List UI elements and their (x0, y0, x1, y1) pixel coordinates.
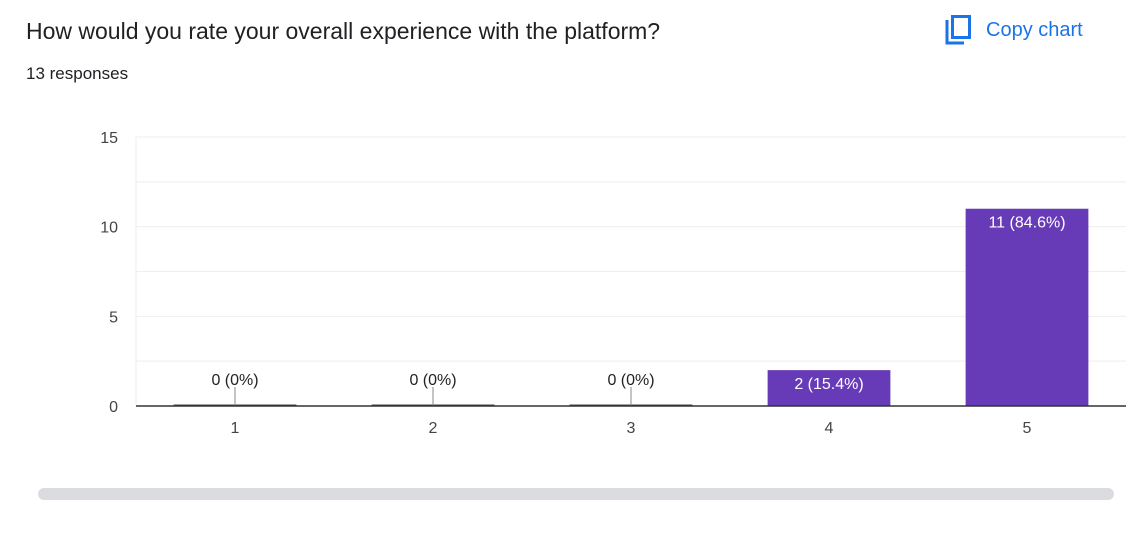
data-label: 2 (15.4%) (794, 376, 863, 393)
copy-icon (945, 15, 971, 45)
x-tick-label: 2 (429, 420, 438, 437)
x-tick-label: 4 (825, 420, 834, 437)
y-tick-label: 5 (109, 309, 118, 326)
bar (965, 208, 1089, 406)
response-count: 13 responses (26, 64, 129, 83)
horizontal-scrollbar[interactable] (38, 488, 1114, 500)
data-label: 0 (0%) (211, 372, 258, 389)
x-tick-label: 5 (1023, 420, 1032, 437)
bar-chart: 0 5 10 15 0 (0%) 1 0 (0%) 2 0 (0%) 3 2 (15.4%) 4 11 … (100, 130, 1126, 437)
bar (767, 370, 891, 406)
question-title: How would you rate your overall experien… (26, 18, 661, 44)
y-tick-label: 0 (109, 399, 118, 416)
data-label: 11 (84.6%) (988, 215, 1065, 232)
y-tick-label: 10 (100, 220, 118, 237)
copy-chart-label: Copy chart (986, 18, 1083, 41)
copy-chart-button[interactable]: Copy chart (940, 10, 1093, 50)
data-label: 0 (0%) (409, 372, 456, 389)
data-label: 0 (0%) (607, 372, 654, 389)
x-tick-label: 3 (627, 420, 636, 437)
x-tick-label: 1 (231, 420, 240, 437)
y-tick-label: 15 (100, 130, 118, 147)
